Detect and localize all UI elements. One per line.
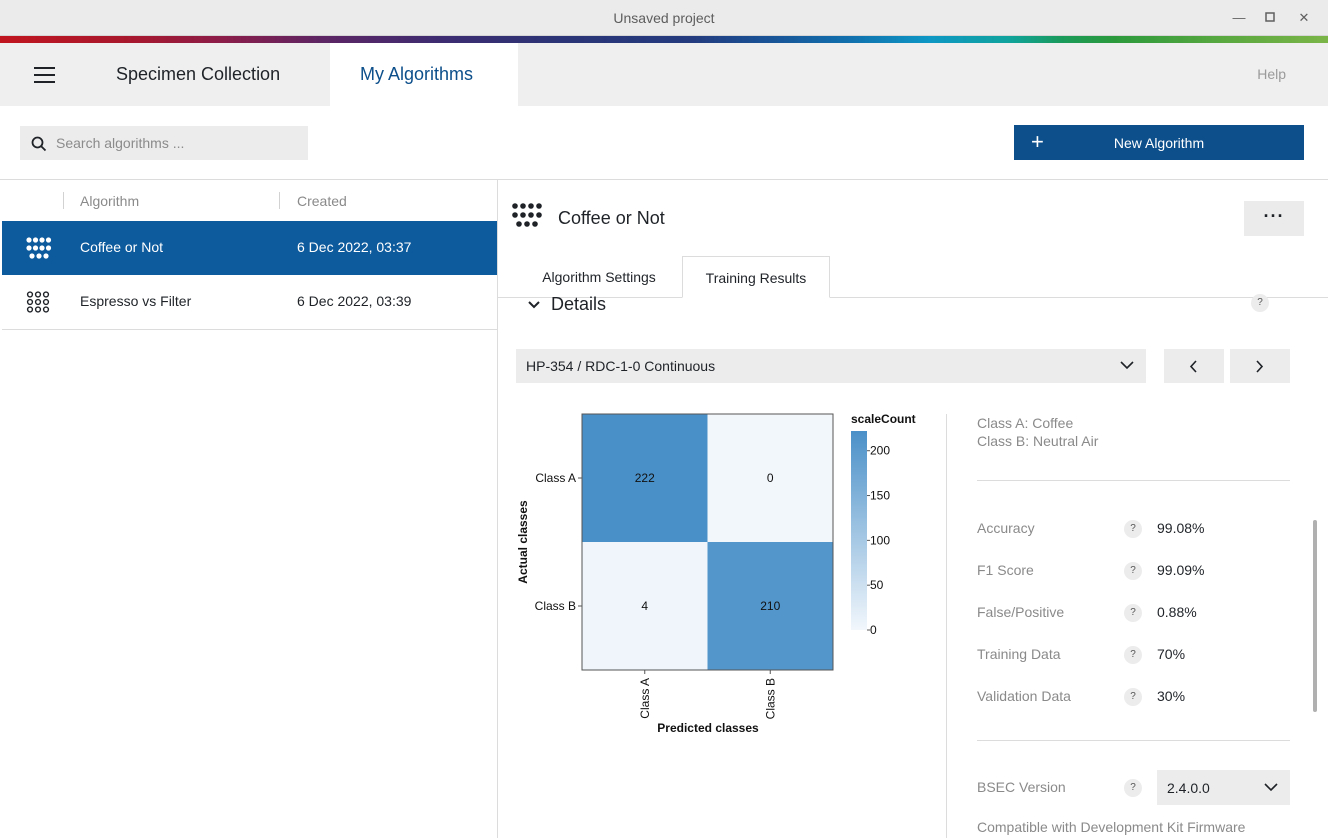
- class-a-label: Class A: Coffee: [977, 415, 1074, 431]
- help-icon[interactable]: ?: [1124, 779, 1142, 797]
- legend-color-bar: [851, 431, 867, 630]
- cell-value-label: 222: [635, 471, 655, 485]
- search-box[interactable]: [20, 126, 308, 160]
- legend-tick-label: 200: [870, 444, 890, 458]
- brand-stripe: [0, 36, 1328, 43]
- previous-button[interactable]: [1164, 349, 1224, 383]
- legend-tick-label: 0: [870, 623, 877, 637]
- column-header-created[interactable]: Created: [297, 193, 347, 209]
- chevron-down-icon: [1264, 783, 1278, 792]
- metric-label-f1: F1 Score: [977, 562, 1034, 578]
- column-header-algorithm[interactable]: Algorithm: [80, 193, 140, 209]
- cell-value-label: 210: [760, 599, 780, 613]
- new-algorithm-label: New Algorithm: [1113, 135, 1205, 151]
- metric-label-accuracy: Accuracy: [977, 520, 1035, 536]
- metric-label-false-positive: False/Positive: [977, 604, 1065, 620]
- matrix-cell: [582, 414, 708, 542]
- legend-tick-label: 100: [870, 533, 890, 547]
- algorithm-created: 6 Dec 2022, 03:39: [297, 293, 412, 309]
- menu-icon[interactable]: [34, 67, 56, 83]
- tab-my-algorithms[interactable]: My Algorithms: [330, 43, 518, 106]
- metric-value-training-data: 70%: [1157, 646, 1186, 662]
- metric-value-false-positive: 0.88%: [1157, 604, 1197, 620]
- algorithm-icon: [512, 203, 542, 227]
- cell-value-label: 4: [641, 599, 648, 613]
- chevron-down-icon: [528, 301, 540, 309]
- scrollbar[interactable]: [1313, 520, 1317, 712]
- search-input[interactable]: [56, 126, 301, 160]
- algorithm-created: 6 Dec 2022, 03:37: [297, 239, 412, 255]
- minimize-icon[interactable]: —: [1232, 10, 1246, 25]
- metric-label-training-data: Training Data: [977, 646, 1061, 662]
- matrix-frame: [581, 413, 834, 671]
- chevron-right-icon: [1256, 360, 1264, 373]
- legend-tick-label: 50: [870, 578, 884, 592]
- y-axis-title: Actual classes: [516, 500, 530, 584]
- bsec-version-select[interactable]: 2.4.0.0: [1157, 770, 1290, 805]
- help-icon[interactable]: ?: [1124, 562, 1142, 580]
- help-icon[interactable]: ?: [1124, 604, 1142, 622]
- next-button[interactable]: [1230, 349, 1290, 383]
- algorithm-name: Coffee or Not: [80, 239, 164, 255]
- tab-training-results[interactable]: Training Results: [682, 256, 830, 298]
- chevron-down-icon: [1120, 361, 1134, 370]
- close-icon[interactable]: ✕: [1298, 10, 1310, 25]
- divider: [977, 480, 1290, 481]
- divider: [0, 179, 1328, 180]
- config-select[interactable]: HP-354 / RDC-1-0 Continuous: [516, 349, 1146, 383]
- matrix-cell: [582, 542, 708, 670]
- maximize-icon[interactable]: [1260, 8, 1280, 28]
- new-algorithm-button[interactable]: + New Algorithm: [1014, 125, 1304, 160]
- search-icon: [31, 136, 47, 152]
- config-select-value: HP-354 / RDC-1-0 Continuous: [526, 358, 716, 374]
- top-navigation: Specimen Collection My Algorithms Help: [0, 43, 1328, 106]
- more-options-button[interactable]: ···: [1244, 201, 1304, 236]
- list-header: Algorithm Created: [2, 181, 497, 221]
- details-section-toggle[interactable]: Details: [527, 294, 606, 315]
- y-tick-label: Class A: [535, 471, 576, 485]
- bsec-version-label: BSEC Version: [977, 779, 1066, 795]
- plus-icon: +: [1031, 129, 1044, 154]
- window-title: Unsaved project: [613, 10, 715, 26]
- algorithm-icon: [26, 291, 50, 313]
- window-titlebar: Unsaved project — ✕: [0, 0, 1328, 36]
- metric-value-accuracy: 99.08%: [1157, 520, 1205, 536]
- chevron-left-icon: [1189, 360, 1197, 373]
- firmware-note: Compatible with Development Kit Firmware: [977, 819, 1246, 835]
- tab-specimen-collection[interactable]: Specimen Collection: [116, 64, 281, 84]
- divider: [498, 297, 1328, 298]
- divider: [977, 740, 1290, 741]
- help-icon[interactable]: ?: [1124, 646, 1142, 664]
- x-tick-label: Class B: [763, 678, 777, 719]
- legend-tick-label: 150: [870, 489, 890, 503]
- help-icon[interactable]: ?: [1251, 294, 1269, 312]
- x-axis-title: Predicted classes: [657, 721, 759, 735]
- confusion-matrix-chart: 222 0 4 210 Class A Class B Class A Class B P…: [516, 412, 916, 735]
- bsec-version-value: 2.4.0.0: [1167, 780, 1210, 796]
- class-b-label: Class B: Neutral Air: [977, 433, 1099, 449]
- help-link[interactable]: Help: [1257, 66, 1286, 82]
- matrix-cell: [707, 542, 833, 670]
- list-item[interactable]: Espresso vs Filter 6 Dec 2022, 03:39: [2, 275, 497, 329]
- x-tick-label: Class A: [638, 678, 652, 719]
- metric-value-validation-data: 30%: [1157, 688, 1186, 704]
- list-item[interactable]: Coffee or Not 6 Dec 2022, 03:37: [2, 221, 497, 275]
- metric-value-f1: 99.09%: [1157, 562, 1205, 578]
- help-icon[interactable]: ?: [1124, 688, 1142, 706]
- divider: [2, 329, 497, 330]
- details-section-title: Details: [551, 294, 607, 314]
- panel-divider: [497, 180, 498, 838]
- algorithm-title: Coffee or Not: [558, 208, 665, 228]
- legend-title: scaleCount: [851, 412, 916, 426]
- metric-label-validation-data: Validation Data: [977, 688, 1071, 704]
- algorithm-icon: [26, 237, 52, 259]
- y-tick-label: Class B: [535, 599, 576, 613]
- divider: [946, 414, 947, 838]
- help-icon[interactable]: ?: [1124, 520, 1142, 538]
- cell-value-label: 0: [767, 471, 774, 485]
- algorithm-name: Espresso vs Filter: [80, 293, 192, 309]
- matrix-cell: [707, 414, 833, 542]
- tab-algorithm-settings[interactable]: Algorithm Settings: [542, 269, 656, 285]
